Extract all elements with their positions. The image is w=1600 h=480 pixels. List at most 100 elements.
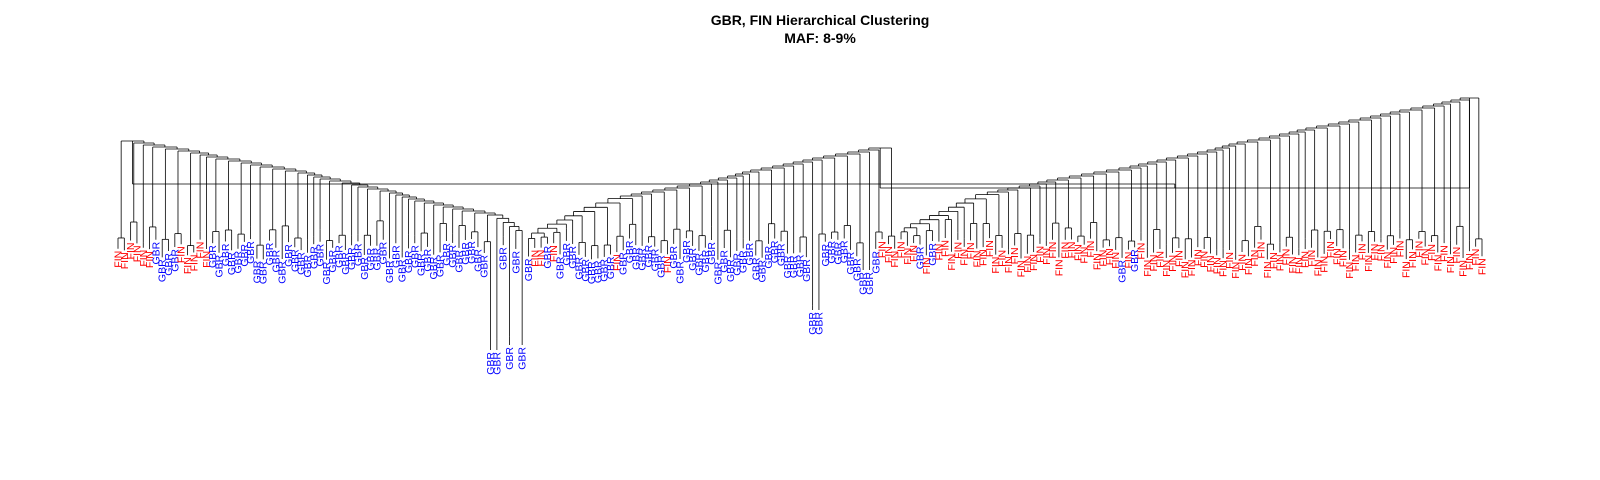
- leaf-label: GBR: [232, 250, 244, 273]
- leaf-label: FIN: [1350, 254, 1362, 271]
- leaf-label: GBR: [371, 247, 383, 270]
- leaf-label: GBR: [706, 242, 718, 265]
- leaf-label: GBR: [599, 259, 611, 282]
- leaf-label: GBR: [517, 347, 529, 370]
- leaf-label: FIN: [933, 244, 945, 261]
- leaf-label: FIN: [1186, 259, 1198, 276]
- leaf-label: FIN: [1224, 252, 1236, 269]
- leaf-label: GBR: [681, 240, 693, 263]
- leaf-label: FIN: [1136, 243, 1148, 260]
- leaf-label: FIN: [1249, 250, 1261, 267]
- leaf-label: FIN: [1325, 241, 1337, 258]
- leaf-label: GBR: [914, 246, 926, 269]
- leaf-label: FIN: [1477, 258, 1489, 275]
- leaf-label: FIN: [1161, 260, 1173, 277]
- leaf-label: FIN: [1388, 247, 1400, 264]
- leaf-label: GBR: [390, 245, 402, 268]
- leaf-label: FIN: [883, 246, 895, 263]
- leaf-label: GBR: [864, 272, 876, 295]
- leaf-label: GBR: [447, 245, 459, 268]
- leaf-label: GBR: [592, 260, 604, 283]
- leaf-label: FIN: [188, 254, 200, 271]
- leaf-label: FIN: [1154, 251, 1166, 268]
- leaf-label: FIN: [952, 242, 964, 259]
- leaf-label: GBR: [365, 247, 377, 270]
- leaf-label: GBR: [346, 247, 358, 270]
- leaf-label: GBR: [428, 256, 440, 279]
- leaf-label: FIN: [1091, 253, 1103, 270]
- leaf-label: GBR: [851, 258, 863, 281]
- leaf-label: GBR: [352, 243, 364, 266]
- leaf-label: GBR: [163, 253, 175, 276]
- leaf-label: GBR: [580, 258, 592, 281]
- leaf-label: FIN: [1319, 256, 1331, 273]
- leaf-label: FIN: [1306, 250, 1318, 267]
- leaf-label: GBR: [656, 255, 668, 278]
- leaf-label: GBR: [573, 256, 585, 279]
- leaf-label: GBR: [510, 251, 522, 274]
- leaf-label: FIN: [1022, 256, 1034, 273]
- leaf-label: GBR: [435, 254, 447, 277]
- leaf-label: GBR: [763, 245, 775, 268]
- leaf-label: FIN: [1420, 249, 1432, 266]
- leaf-label: FIN: [1104, 248, 1116, 265]
- leaf-label: GBR: [251, 260, 263, 283]
- leaf-label: FIN: [1041, 248, 1053, 265]
- leaf-label: FIN: [946, 254, 958, 271]
- leaf-label: FIN: [1401, 261, 1413, 278]
- leaf-label: FIN: [971, 251, 983, 268]
- leaf-label: GBR: [378, 241, 390, 264]
- leaf-label: FIN: [1218, 260, 1230, 277]
- leaf-label: FIN: [529, 250, 541, 267]
- leaf-label: GBR: [321, 261, 333, 284]
- leaf-label: GBR: [750, 257, 762, 280]
- leaf-label: GBR: [719, 250, 731, 273]
- leaf-label: FIN: [131, 245, 143, 262]
- leaf-label: GBR: [504, 347, 516, 370]
- leaf-label: FIN: [144, 251, 156, 268]
- leaf-label: FIN: [119, 252, 131, 269]
- leaf-label: GBR: [845, 251, 857, 274]
- leaf-label: GBR: [757, 259, 769, 282]
- leaf-label: FIN: [1110, 252, 1122, 269]
- leaf-label: FIN: [940, 240, 952, 257]
- leaf-label: FIN: [1451, 247, 1463, 264]
- leaf-label: FIN: [182, 257, 194, 274]
- leaf-label: GBR: [334, 245, 346, 268]
- leaf-label: GBR: [308, 246, 320, 269]
- leaf-label: FIN: [1098, 250, 1110, 267]
- leaf-label: GBR: [927, 243, 939, 266]
- leaf-label: GBR: [289, 249, 301, 272]
- leaf-label: FIN: [176, 246, 188, 263]
- leaf-label: GBR: [826, 240, 838, 263]
- leaf-label: GBR: [283, 244, 295, 267]
- leaf-label: GBR: [668, 245, 680, 268]
- leaf-label: FIN: [1369, 244, 1381, 261]
- leaf-label: GBR: [340, 252, 352, 275]
- leaf-label: GBR: [359, 257, 371, 280]
- leaf-label: FIN: [1167, 255, 1179, 272]
- leaf-label: GBR: [788, 255, 800, 278]
- leaf-label: FIN: [1338, 250, 1350, 267]
- leaf-label: GBR: [409, 245, 421, 268]
- leaf-label: FIN: [611, 254, 623, 271]
- leaf-label: GBR: [1117, 260, 1129, 283]
- leaf-label: FIN: [984, 240, 996, 257]
- leaf-label: GBR: [586, 261, 598, 284]
- leaf-label: GBR: [384, 260, 396, 283]
- leaf-label: GBR: [618, 252, 630, 275]
- chart-subtitle: MAF: 8-9%: [784, 30, 856, 46]
- leaf-label: FIN: [1357, 243, 1369, 260]
- leaf-label: FIN: [1413, 241, 1425, 258]
- leaf-label: FIN: [1009, 247, 1021, 264]
- leaf-label: FIN: [1445, 256, 1457, 273]
- leaf-label: GBR: [776, 243, 788, 266]
- leaf-label: GBR: [725, 259, 737, 282]
- leaf-label: FIN: [908, 245, 920, 262]
- leaf-label: FIN: [997, 250, 1009, 267]
- leaf-label: GBR: [700, 249, 712, 272]
- leaf-label: GBR: [220, 243, 232, 266]
- leaf-label: GBR: [157, 259, 169, 282]
- leaf-label: GBR: [561, 242, 573, 265]
- leaf-label: GBR: [270, 249, 282, 272]
